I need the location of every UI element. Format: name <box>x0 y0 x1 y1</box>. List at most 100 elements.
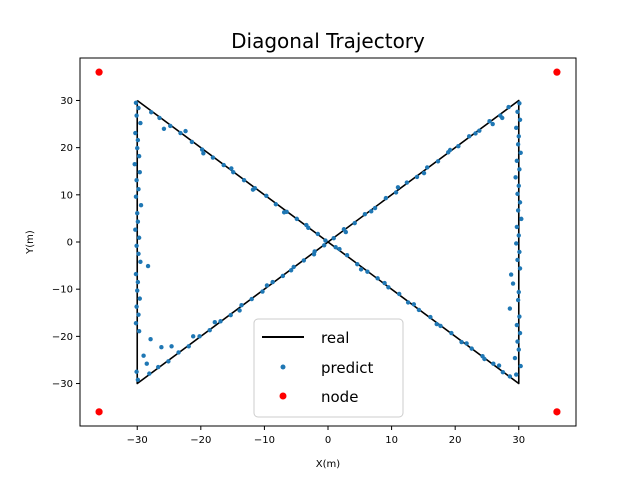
predict-point <box>190 334 196 339</box>
predict-point <box>375 276 380 281</box>
predict-point <box>519 216 524 222</box>
predict-point <box>343 229 349 235</box>
predict-point <box>136 105 141 111</box>
predict-point <box>136 235 142 240</box>
predict-point <box>500 115 505 121</box>
predict-point <box>405 300 411 305</box>
predict-point <box>508 272 514 277</box>
predict-point <box>133 227 138 232</box>
predict-point <box>459 339 464 345</box>
predict-point <box>411 302 417 307</box>
node-point <box>95 68 103 76</box>
x-tick-label: 30 <box>512 435 525 446</box>
predict-point <box>369 209 374 214</box>
node-point <box>95 408 103 416</box>
predict-point <box>331 236 336 241</box>
predict-point <box>133 194 139 199</box>
legend-real-label: real <box>321 329 349 347</box>
predict-point <box>515 142 521 147</box>
node-point <box>553 408 561 416</box>
predict-point <box>421 170 427 176</box>
predict-point <box>134 243 139 248</box>
x-tick-label: −30 <box>127 435 148 446</box>
chart-title: Diagonal Trajectory <box>231 29 425 53</box>
predict-point <box>199 147 205 152</box>
predict-point <box>137 296 142 301</box>
predict-point <box>291 264 296 270</box>
predict-point <box>270 279 275 285</box>
predict-point <box>333 244 338 250</box>
predict-point <box>218 319 223 324</box>
predict-point <box>404 180 410 185</box>
predict-point <box>315 231 321 237</box>
x-tick-label: 10 <box>385 435 398 446</box>
predict-point <box>168 123 173 129</box>
predict-point <box>515 257 520 263</box>
predict-point <box>132 161 137 167</box>
predict-point <box>496 363 502 368</box>
predict-point <box>280 273 286 279</box>
predict-point <box>515 339 520 344</box>
predict-point <box>221 162 226 168</box>
predict-point <box>456 144 461 149</box>
predict-point <box>161 126 167 131</box>
predict-point <box>135 145 140 151</box>
legend-predict-label: predict <box>321 359 374 377</box>
predict-point <box>133 100 139 106</box>
y-axis: −30 −20 −10 0 10 20 30 <box>52 96 80 390</box>
legend-node-label: node <box>321 388 358 406</box>
x-axis-label: X(m) <box>316 459 340 470</box>
y-tick-label: 10 <box>60 190 73 201</box>
predict-point <box>133 320 139 326</box>
predict-point <box>414 174 420 180</box>
predict-point <box>273 202 279 207</box>
predict-point <box>136 153 142 159</box>
predict-point <box>207 328 212 333</box>
predict-point <box>435 159 441 164</box>
predict-point <box>212 320 218 325</box>
predict-point <box>133 271 139 277</box>
predict-point <box>159 345 164 350</box>
predict-point <box>434 321 439 327</box>
predict-point <box>169 344 174 349</box>
predict-point <box>515 297 521 303</box>
predict-point <box>250 187 256 192</box>
predict-point <box>344 253 350 258</box>
y-tick-label: −20 <box>52 332 73 343</box>
predict-point <box>137 169 142 175</box>
predict-point <box>382 280 387 286</box>
predict-point <box>134 304 139 309</box>
predict-point <box>304 222 309 228</box>
predict-point <box>358 267 364 272</box>
predict-point <box>301 258 307 263</box>
predict-point <box>323 238 328 243</box>
predict-point <box>237 308 242 313</box>
predict-point <box>514 158 520 164</box>
legend-box <box>253 318 404 418</box>
predict-point <box>517 117 523 123</box>
x-tick-label: −10 <box>254 435 275 446</box>
predict-point <box>365 269 370 274</box>
legend-node-swatch <box>279 392 287 400</box>
predict-point <box>134 369 139 374</box>
predict-point <box>138 259 143 265</box>
predict-point <box>518 363 523 369</box>
predict-point <box>469 346 474 351</box>
predict-point <box>517 249 522 255</box>
predict-point <box>447 147 453 153</box>
predict-point <box>514 125 519 131</box>
predict-point <box>395 185 401 190</box>
predict-point <box>229 166 234 171</box>
predict-point <box>136 328 142 334</box>
predict-point <box>201 151 206 156</box>
predict-point <box>416 307 422 313</box>
predict-point <box>464 341 469 346</box>
predict-point <box>393 190 399 195</box>
predict-point <box>156 364 161 370</box>
predict-point <box>372 205 378 211</box>
predict-point <box>264 283 270 288</box>
predict-point <box>135 288 140 293</box>
predict-point <box>189 139 195 145</box>
predict-point <box>510 281 516 286</box>
